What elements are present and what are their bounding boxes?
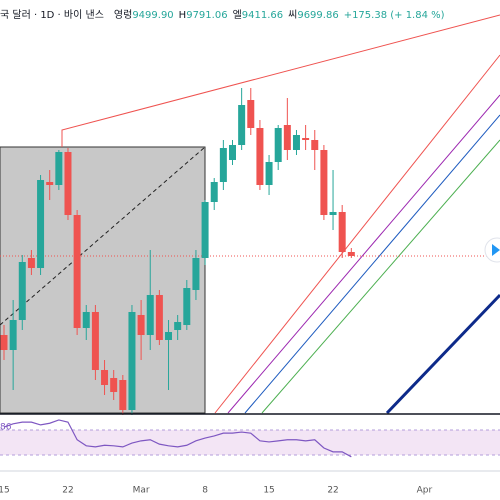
candle-body (256, 128, 264, 185)
ohlc-value: 9699.86 (297, 10, 338, 21)
candle-body (119, 380, 127, 410)
drawings (0, 14, 500, 415)
chart-title: 국 달러 · 1D · 바이 낸스 (0, 9, 104, 21)
candle-body (18, 262, 26, 320)
candle-body (329, 212, 337, 215)
diagonal (0, 146, 206, 326)
candle-body (201, 202, 209, 258)
candle-body (37, 180, 45, 268)
scroll-arrow (492, 244, 500, 256)
candle-body (347, 252, 355, 256)
ohlc-value: 9791.06 (186, 10, 227, 21)
candle-body (101, 370, 109, 385)
rsi-line (3, 419, 352, 458)
candle-body (165, 332, 173, 340)
candle-body (311, 140, 319, 150)
candle-body (137, 315, 145, 335)
x-tick-label: 22 (62, 486, 73, 496)
candle-body (73, 215, 81, 328)
x-tick-label: 15 (263, 486, 274, 496)
ohlc-label: 씨 (288, 9, 297, 21)
ohlc-value: 9411.66 (242, 10, 283, 21)
x-tick-label: Mar (133, 486, 150, 496)
x-tick-label: 15 (0, 486, 10, 496)
ohlc-label: H (179, 10, 187, 21)
candle-body (274, 128, 282, 162)
rsi-band (0, 430, 500, 455)
candle-body (27, 258, 35, 268)
candle-body (91, 312, 99, 370)
candles (0, 88, 355, 415)
candle-body (338, 212, 346, 252)
candle-body (283, 125, 291, 150)
candle-body (247, 100, 255, 128)
range-box (0, 146, 206, 414)
candle-body (0, 335, 8, 350)
fork-line (261, 139, 500, 414)
candle-body (128, 312, 136, 410)
candle-body (110, 378, 118, 392)
candle-body (210, 182, 218, 202)
candle-body (82, 312, 90, 328)
candle-body (302, 138, 310, 140)
candle-body (155, 295, 163, 340)
candle-body (174, 322, 182, 330)
candle-body (219, 148, 227, 182)
x-tick-label: Apr (417, 486, 433, 496)
candle-body (265, 162, 273, 185)
ohlc-label: 영렁 (114, 9, 132, 21)
candle-body (146, 295, 154, 335)
candle-body (192, 258, 200, 290)
fork-line (385, 293, 500, 415)
candle-body (9, 320, 17, 350)
fork-line (244, 114, 500, 414)
candle-body (55, 152, 63, 185)
x-tick-label: 8 (202, 486, 208, 496)
candle-body (183, 288, 191, 325)
header: 국 달러 · 1D · 바이 낸스 영렁 9499.90 H 9791.06 엘 9411… (0, 8, 445, 21)
change: +175.38 (+ 1.84 %) (344, 10, 445, 21)
candle-body (46, 182, 54, 185)
fork-line (214, 54, 500, 414)
x-tick-label: 22 (327, 486, 338, 496)
candle-body (229, 145, 236, 160)
candle-body (238, 105, 246, 145)
rsi-value-label: 86 (0, 423, 12, 433)
candle-body (292, 135, 300, 150)
trend-line (61, 14, 500, 147)
fork-line (227, 94, 500, 414)
candle-body (320, 150, 328, 215)
candle-body (64, 152, 72, 215)
ohlc-value: 9499.90 (132, 10, 173, 21)
ohlc-label: 엘 (233, 8, 242, 21)
